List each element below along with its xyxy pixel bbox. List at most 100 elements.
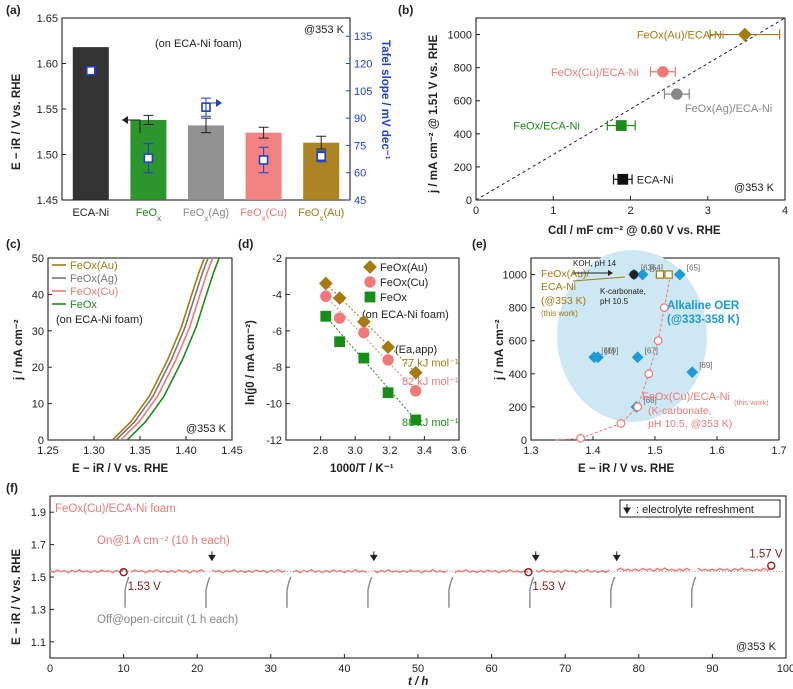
cu-point	[659, 303, 669, 313]
panel-e-x-tick-label: 1.3	[523, 445, 538, 457]
marked-point	[119, 567, 128, 577]
panel-b-y-tick-label: 0	[466, 195, 472, 207]
panel-d-label: (d)	[238, 237, 253, 251]
ea-label: 88 kJ mol⁻¹	[402, 417, 459, 429]
lit-ref-label: [69]	[699, 361, 712, 370]
right-arrow-head-icon	[216, 99, 222, 107]
cu-cond-1: (K-carbonate,	[648, 405, 712, 417]
panel-d-y-tick-label: -6	[272, 326, 282, 338]
panel-a-y-tick-label: 1.60	[37, 59, 58, 71]
panel-e-y-tick-label: 400	[509, 369, 527, 381]
au-point	[629, 270, 639, 279]
refresh-arrow-icon	[369, 551, 378, 562]
panel-f-yticks: 1.1 1.3 1.5 1.7 1.9	[31, 507, 54, 649]
panel-f-x-tick-label: 70	[559, 663, 571, 675]
lit-point	[686, 366, 699, 379]
panel-c-y-tick-label: 10	[32, 399, 44, 411]
panel-f-xlabel: t / h	[408, 676, 428, 688]
refresh-arrow-icon	[208, 551, 216, 562]
cu-point	[644, 369, 654, 379]
koh-label: KOH, pH 14	[573, 259, 617, 268]
panel-b-xlabel: Cdl / mF cm⁻² @ 0.60 V vs. RHE	[548, 225, 721, 237]
fit-line	[325, 295, 417, 392]
ocv-segment	[124, 576, 130, 608]
lit-point	[673, 268, 686, 281]
point	[615, 120, 627, 131]
panel-a-categories: ECA-Ni FeOx FeOx(Ag) FeOx(Cu) FeOx(Au)	[72, 207, 344, 223]
ea-label: 77 kJ mol⁻¹	[402, 358, 459, 370]
panel-c-y-tick-label: 30	[32, 326, 44, 338]
panel-d-x-tick-label: 3.0	[348, 445, 363, 457]
legend-label: FeOx(Ag)	[70, 273, 118, 285]
panel-a-y-tick-label: 1.55	[37, 104, 58, 116]
legend-label: FeOx(Cu)	[380, 277, 428, 289]
kcarb-ph-label: pH 10.5	[600, 297, 629, 306]
lit-ref-label: [63]	[641, 264, 654, 273]
lit-point	[636, 268, 649, 281]
point	[410, 385, 422, 397]
tafel-point	[316, 151, 327, 162]
koh-arrow-head-icon	[608, 270, 613, 276]
on-segment	[211, 568, 286, 574]
panel-f-legend-box	[619, 499, 781, 518]
on-segment	[454, 568, 529, 574]
panel-b-yticks: 0 200 400 600 800 1000	[448, 30, 480, 207]
point	[408, 365, 423, 380]
panel-c-x-tick-label: 1.40	[175, 445, 196, 457]
panel-c-temp: @353 K	[186, 423, 227, 435]
panel-a-label: (a)	[6, 3, 21, 17]
au-label-1: FeOx(Au)/	[541, 268, 590, 280]
panel-e-region-label: Alkaline OER	[667, 300, 740, 312]
panel-e-x-tick-label: 1.6	[709, 445, 724, 457]
panel-e-y-tick-label: 200	[509, 402, 527, 414]
panel-a-y2-tick-label: 120	[354, 59, 372, 71]
point-label: FeOx/ECA-Ni	[513, 121, 580, 133]
panel-a-note: (on ECA-Ni foam)	[155, 38, 242, 50]
panel-c-xlabel: E − iR / V vs. RHE	[72, 463, 169, 475]
panel-c-y-tick-label: 20	[32, 362, 44, 374]
panel-b-points: FeOx(Au)/ECA-Ni FeOx(Cu)/ECA-Ni FeOx(Ag)/E…	[513, 27, 781, 186]
panel-c-y-tick-label: 40	[32, 289, 44, 301]
panel-f-x-tick-label: 20	[191, 663, 203, 675]
marked-label: 1.53 V	[532, 581, 566, 593]
refresh-arrow-icon	[623, 504, 631, 514]
point	[333, 312, 346, 324]
panel-b-y-tick-label: 800	[454, 63, 472, 75]
panel-f-x-tick-label: 40	[338, 663, 350, 675]
panel-d-y-tick-label: -2	[272, 253, 282, 265]
ocv-segment	[691, 576, 697, 608]
panel-f-on-label: On@1 A cm⁻² (10 h each)	[97, 535, 230, 547]
lit-ref-label: [67]	[645, 346, 658, 355]
series-line	[111, 257, 206, 441]
lit-point	[592, 351, 604, 364]
lit-ref-label: [65]	[687, 264, 700, 273]
refresh-arrow-icon	[531, 551, 540, 562]
panel-b-x-tick-label: 0	[473, 205, 479, 217]
panel-a-yticks: 1.45 1.50 1.55 1.60 1.65	[37, 13, 66, 207]
panel-a-y2-tick-label: 90	[354, 113, 366, 125]
ocv-segment	[448, 576, 454, 608]
panel-d-xlabel: 1000/T / K⁻¹	[330, 463, 394, 475]
panel-f-y-tick-label: 1.3	[31, 604, 46, 616]
point	[358, 326, 370, 339]
panel-f-xticks: 0 10 20 30 40 50 60 70 80 90 100	[47, 654, 793, 675]
panel-e-region-sublabel: (@333-358 K)	[667, 314, 740, 326]
panel-f-legend: : electrolyte refreshment	[636, 504, 754, 516]
panel-a: (a) (on ECA-Ni foam) @353 K E − iR / V v…	[6, 3, 391, 223]
panel-c-x-tick-label: 1.45	[221, 445, 242, 457]
ocv-segment	[529, 576, 535, 608]
panel-a-temp: @353 K	[304, 24, 345, 36]
lit-ref-label: [68]	[643, 396, 656, 405]
panel-f: (f) FeOx(Cu)/ECA-Ni foam On@1 A cm⁻² (10…	[6, 481, 793, 688]
panel-e-yticks: 0 200 400 600 800 1000	[503, 270, 535, 447]
panel-e-xlabel: E − iR / V vs. RHE	[578, 463, 675, 475]
panel-b-xticks: 0 1 2 3 4	[473, 196, 788, 217]
legend-label: FeOx(Au)	[380, 262, 428, 274]
panel-b: (b) @353 K j / mA cm⁻² @ 1.51 V vs. RHE …	[398, 3, 788, 237]
series-line	[126, 257, 220, 441]
au-label-2: ECA-Ni	[541, 281, 576, 293]
point	[657, 66, 669, 78]
panel-f-y-tick-label: 1.1	[31, 637, 46, 649]
panel-b-y-tick-label: 400	[454, 129, 472, 141]
panel-d-x-tick-label: 2.8	[313, 445, 328, 457]
